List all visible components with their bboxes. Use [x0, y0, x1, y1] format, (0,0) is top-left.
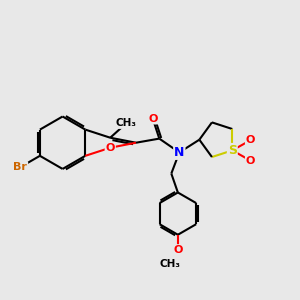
Text: O: O [106, 143, 115, 153]
Text: S: S [228, 144, 237, 157]
Text: O: O [246, 135, 255, 145]
Text: Br: Br [14, 162, 27, 172]
Text: O: O [246, 156, 255, 166]
Text: N: N [174, 146, 184, 159]
Text: CH₃: CH₃ [116, 118, 137, 128]
Text: O: O [173, 245, 183, 255]
Text: CH₃: CH₃ [159, 259, 180, 269]
Text: O: O [148, 114, 158, 124]
